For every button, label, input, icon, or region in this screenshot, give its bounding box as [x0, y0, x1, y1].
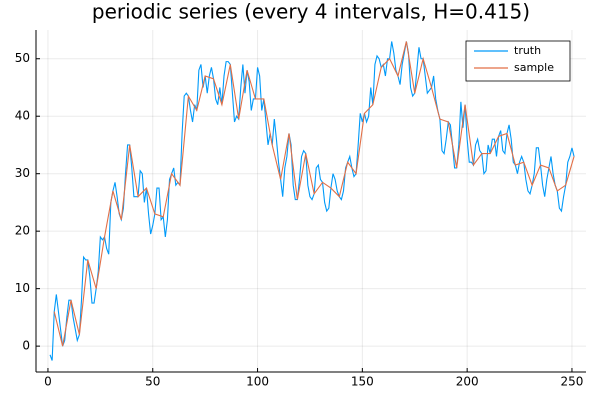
- x-tick-label: 50: [145, 375, 160, 389]
- legend-label: sample: [514, 61, 554, 74]
- x-tick-label: 0: [44, 375, 52, 389]
- legend-label: truth: [514, 44, 541, 57]
- series-line: [53, 41, 575, 347]
- y-tick-label: 10: [15, 281, 30, 295]
- series-line: [49, 41, 575, 361]
- x-tick-label: 100: [246, 375, 269, 389]
- x-tick-label: 250: [561, 375, 584, 389]
- x-tick-label: 150: [351, 375, 374, 389]
- y-tick-label: 0: [22, 339, 30, 353]
- x-tick-label: 200: [456, 375, 479, 389]
- y-tick-label: 40: [15, 109, 30, 123]
- y-tick-label: 50: [15, 51, 30, 65]
- y-tick-label: 30: [15, 166, 30, 180]
- y-tick-label: 20: [15, 224, 30, 238]
- chart-title: periodic series (every 4 intervals, H=0.…: [92, 0, 530, 24]
- legend-box: [465, 40, 571, 82]
